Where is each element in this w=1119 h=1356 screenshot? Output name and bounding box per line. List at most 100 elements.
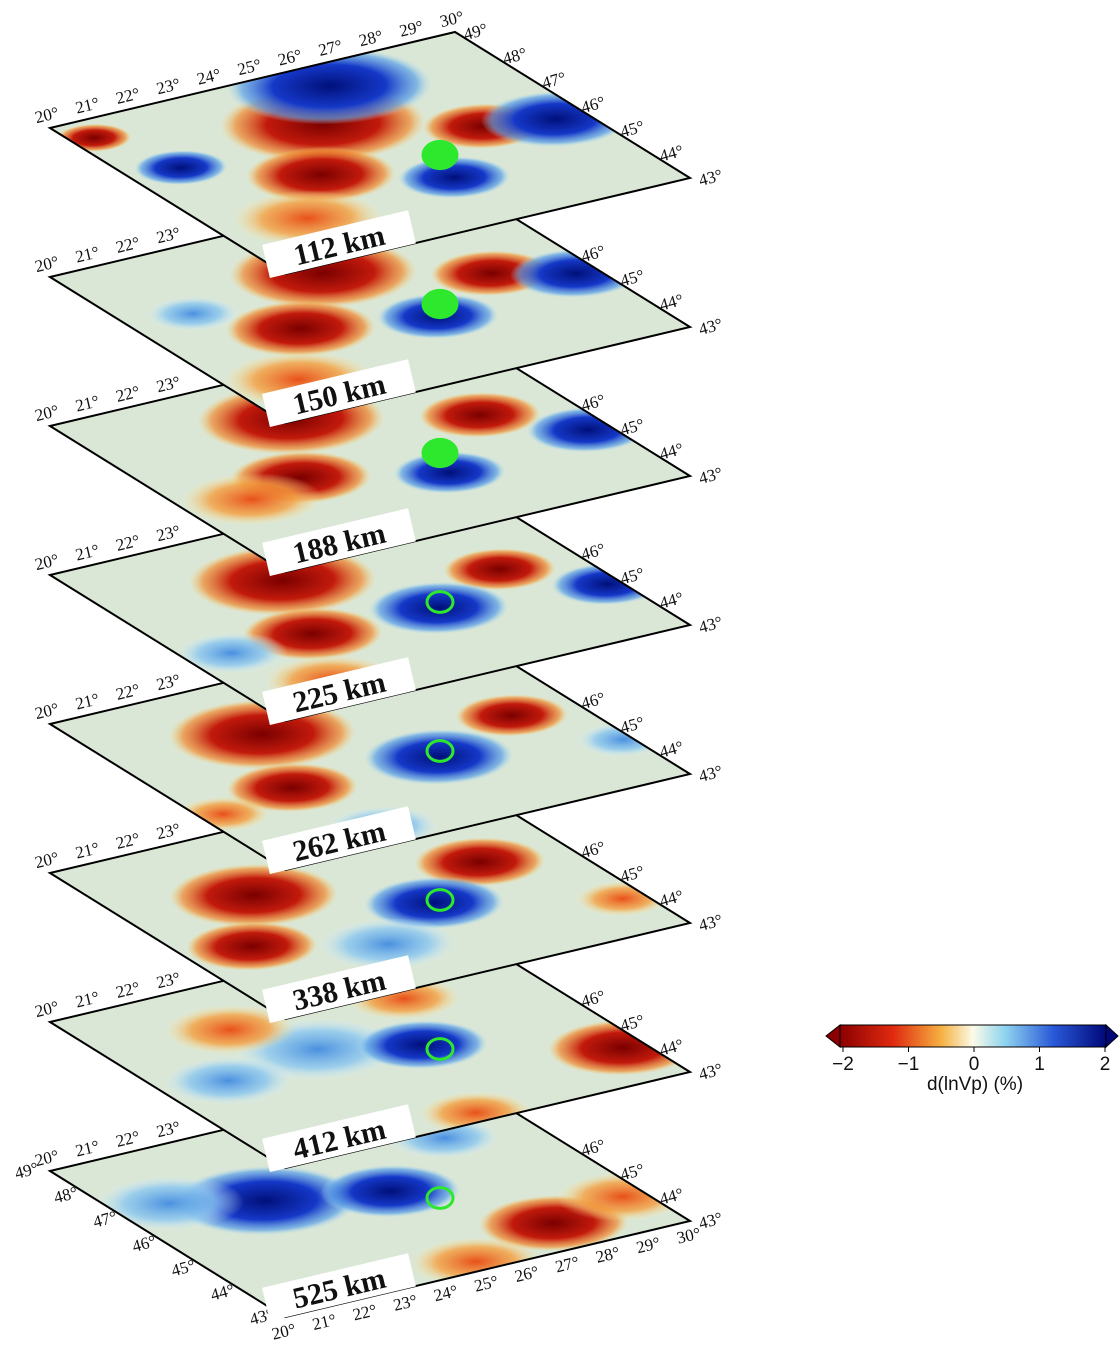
- longitude-label: 21°: [74, 94, 102, 118]
- longitude-label: 22°: [351, 1300, 379, 1324]
- colorbar-tick-label: 2: [1100, 1054, 1111, 1075]
- longitude-label: 22°: [114, 531, 142, 555]
- latitude-label: 46°: [579, 1135, 607, 1160]
- longitude-label: 21°: [74, 1137, 102, 1161]
- longitude-label: 21°: [74, 839, 102, 863]
- marker: [423, 290, 457, 317]
- latitude-label: 46°: [579, 837, 607, 862]
- longitude-label: 20°: [33, 401, 61, 425]
- latitude-label: 44°: [657, 439, 685, 464]
- latitude-label: 44°: [657, 290, 685, 315]
- latitude-label: 45°: [618, 266, 646, 291]
- longitude-label: 27°: [317, 36, 345, 60]
- longitude-label: 27°: [553, 1252, 581, 1276]
- longitude-label: 23°: [391, 1291, 419, 1315]
- longitude-label: 22°: [114, 978, 142, 1002]
- latitude-label: 43°: [697, 910, 725, 935]
- latitude-label: 45°: [618, 1011, 646, 1036]
- longitude-label: 24°: [195, 65, 223, 89]
- latitude-label: 44°: [657, 886, 685, 911]
- latitude-label: 44°: [657, 588, 685, 613]
- latitude-label: 45°: [169, 1256, 197, 1281]
- latitude-label: 49°: [462, 19, 490, 44]
- longitude-label: 20°: [270, 1320, 298, 1344]
- colorbar-tick-label: −2: [832, 1054, 854, 1075]
- longitude-label: 22°: [114, 382, 142, 406]
- latitude-label: 45°: [618, 415, 646, 440]
- latitude-label: 46°: [579, 92, 607, 117]
- longitude-label: 25°: [236, 55, 264, 79]
- longitude-label: 23°: [155, 74, 183, 98]
- longitude-label: 20°: [33, 997, 61, 1021]
- longitude-label: 22°: [114, 84, 142, 108]
- longitude-label: 28°: [594, 1243, 622, 1267]
- latitude-label: 44°: [657, 1035, 685, 1060]
- colorbar-tick-label: 0: [969, 1054, 980, 1075]
- colorbar-high-arrow: [1106, 1025, 1118, 1047]
- colorbar: d(lnVp) (%) −2 −1 0 1 2: [826, 1025, 1118, 1095]
- colorbar-low-arrow: [826, 1025, 840, 1047]
- longitude-label: 20°: [33, 103, 61, 127]
- longitude-label: 22°: [114, 680, 142, 704]
- colorbar-label: d(lnVp) (%): [927, 1074, 1023, 1095]
- slices: 20° 21° 22° 23° 43° 44° 45° 46° 49° 48° 47° 46° 45° 4…: [13, 7, 751, 1344]
- longitude-label: 24°: [432, 1281, 460, 1305]
- longitude-label: 23°: [155, 968, 183, 992]
- colorbar-tick-label: 1: [1034, 1054, 1045, 1075]
- longitude-label: 23°: [155, 670, 183, 694]
- longitude-label: 23°: [155, 1117, 183, 1141]
- latitude-label: 44°: [657, 1184, 685, 1209]
- latitude-label: 44°: [208, 1280, 236, 1305]
- longitude-label: 21°: [310, 1310, 338, 1334]
- longitude-label: 26°: [276, 46, 304, 70]
- longitude-label: 20°: [33, 699, 61, 723]
- figure: 20° 21° 22° 23° 43° 44° 45° 46° 49° 48° 47° 46° 45° 4…: [0, 0, 1119, 1356]
- latitude-label: 44°: [657, 141, 685, 166]
- latitude-label: 43°: [697, 165, 725, 190]
- latitude-label: 43°: [697, 1208, 725, 1233]
- longitude-label: 21°: [74, 392, 102, 416]
- marker: [423, 439, 457, 466]
- latitude-label: 43°: [697, 463, 725, 488]
- latitude-label: 48°: [501, 44, 529, 69]
- longitude-label: 25°: [472, 1272, 500, 1296]
- longitude-label: 20°: [33, 848, 61, 872]
- latitude-label: 45°: [618, 564, 646, 589]
- colorbar-bar: [840, 1025, 1106, 1047]
- longitude-label: 23°: [155, 223, 183, 247]
- longitude-label: 22°: [114, 829, 142, 853]
- latitude-label: 46°: [579, 986, 607, 1011]
- latitude-label: 46°: [579, 539, 607, 564]
- latitude-label: 49°: [13, 1158, 41, 1183]
- colorbar-tick-label: −1: [898, 1054, 920, 1075]
- latitude-label: 44°: [657, 737, 685, 762]
- latitude-label: 46°: [579, 390, 607, 415]
- longitude-label: 21°: [74, 541, 102, 565]
- latitude-label: 45°: [618, 862, 646, 887]
- longitude-label: 22°: [114, 1127, 142, 1151]
- latitude-label: 48°: [52, 1183, 80, 1208]
- latitude-label: 47°: [91, 1207, 119, 1232]
- latitude-label: 45°: [618, 117, 646, 142]
- latitude-label: 43°: [697, 1059, 725, 1084]
- longitude-label: 20°: [33, 550, 61, 574]
- longitude-label: 30°: [675, 1224, 703, 1248]
- longitude-label: 20°: [33, 252, 61, 276]
- longitude-label: 23°: [155, 521, 183, 545]
- latitude-label: 43°: [697, 314, 725, 339]
- longitude-label: 23°: [155, 819, 183, 843]
- longitude-label: 29°: [634, 1233, 662, 1257]
- latitude-label: 46°: [579, 241, 607, 266]
- latitude-label: 43°: [697, 761, 725, 786]
- longitude-label: 23°: [155, 372, 183, 396]
- longitude-label: 21°: [74, 988, 102, 1012]
- longitude-label: 29°: [398, 17, 426, 41]
- latitude-label: 46°: [579, 688, 607, 713]
- longitude-label: 21°: [74, 690, 102, 714]
- latitude-label: 46°: [130, 1231, 158, 1256]
- longitude-label: 26°: [513, 1262, 541, 1286]
- longitude-label: 21°: [74, 243, 102, 267]
- longitude-label: 22°: [114, 233, 142, 257]
- marker: [423, 141, 457, 168]
- latitude-label: 47°: [540, 68, 568, 93]
